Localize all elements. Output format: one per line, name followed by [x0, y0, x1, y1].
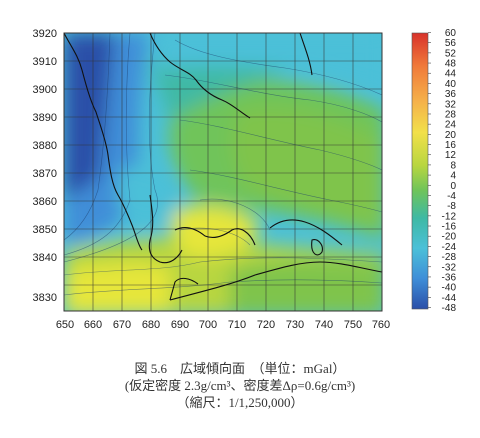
colorbar-label: 52	[445, 48, 457, 59]
colorbar-label: 56	[445, 38, 457, 49]
colorbar-label: -28	[442, 252, 457, 263]
y-tick-label: 3890	[33, 112, 57, 124]
caption-density-note: (仮定密度 2.3g/cm³、密度差Δρ=0.6g/cm³)	[124, 378, 356, 393]
colorbar-label: 32	[445, 99, 457, 110]
colorbar-label: 44	[445, 69, 457, 80]
y-tick-label: 3880	[33, 140, 57, 152]
y-tick-label: 3870	[33, 168, 57, 180]
colorbar-label: 48	[445, 59, 457, 70]
y-tick-label: 3850	[33, 224, 57, 236]
colorbar-label: -44	[442, 293, 457, 304]
colorbar-label: 4	[450, 171, 456, 182]
y-tick-label: 3920	[33, 28, 57, 40]
figure-caption: 図 5.6 広域傾向面 （単位：mGal） (仮定密度 2.3g/cm³、密度差…	[0, 360, 480, 411]
x-tick-label: 750	[344, 319, 362, 331]
x-tick-label: 740	[315, 319, 333, 331]
x-tick-label: 710	[228, 319, 246, 331]
colorbar-label: 0	[450, 181, 456, 192]
gravity-field-raster	[64, 33, 382, 311]
x-tick-label: 670	[113, 319, 131, 331]
y-tick-label: 3830	[33, 292, 57, 304]
colorbar-label: 8	[450, 160, 456, 171]
caption-scale: （縮尺：1/1,250,000）	[176, 395, 304, 410]
y-axis-tick-labels: 3920 3910 3900 3890 3880 3870 3860 3850 …	[33, 28, 57, 304]
colorbar-gradient	[411, 32, 429, 310]
x-tick-label: 760	[372, 319, 390, 331]
colorbar-label: -32	[442, 262, 457, 273]
colorbar-label: -40	[442, 283, 457, 294]
x-tick-label: 660	[84, 319, 102, 331]
colorbar-label: -12	[442, 211, 457, 222]
colorbar-label: 20	[445, 130, 457, 141]
colorbar-label: 60	[445, 28, 457, 39]
colorbar-label: -36	[442, 272, 457, 283]
colorbar-label: -24	[442, 242, 457, 253]
x-axis-tick-labels: 650 660 670 680 690 700 710 720 730 740 …	[56, 319, 390, 331]
y-tick-label: 3900	[33, 84, 57, 96]
x-tick-label: 690	[171, 319, 189, 331]
colorbar-label: -4	[447, 191, 456, 202]
y-tick-label: 3910	[33, 56, 57, 68]
colorbar-label: 28	[445, 109, 457, 120]
y-tick-label: 3840	[33, 252, 57, 264]
colorbar-label: 24	[445, 120, 457, 131]
colorbar-label: 40	[445, 79, 457, 90]
colorbar: 60565248444036322824201612840-4-8-12-16-…	[411, 28, 456, 314]
x-tick-label: 720	[257, 319, 275, 331]
y-tick-label: 3860	[33, 196, 57, 208]
colorbar-label: -20	[442, 232, 457, 243]
x-tick-label: 680	[142, 319, 160, 331]
colorbar-label: 16	[445, 140, 457, 151]
colorbar-label: -8	[447, 201, 456, 212]
map-frame	[63, 32, 383, 312]
x-tick-label: 650	[56, 319, 74, 331]
colorbar-label: 36	[445, 89, 457, 100]
colorbar-label: -16	[442, 222, 457, 233]
caption-title: 図 5.6 広域傾向面 （単位：mGal）	[134, 361, 346, 376]
colorbar-labels: 60565248444036322824201612840-4-8-12-16-…	[428, 28, 456, 314]
colorbar-label: 12	[445, 150, 457, 161]
colorbar-label: -48	[442, 303, 457, 314]
x-tick-label: 700	[199, 319, 217, 331]
x-tick-label: 730	[286, 319, 304, 331]
